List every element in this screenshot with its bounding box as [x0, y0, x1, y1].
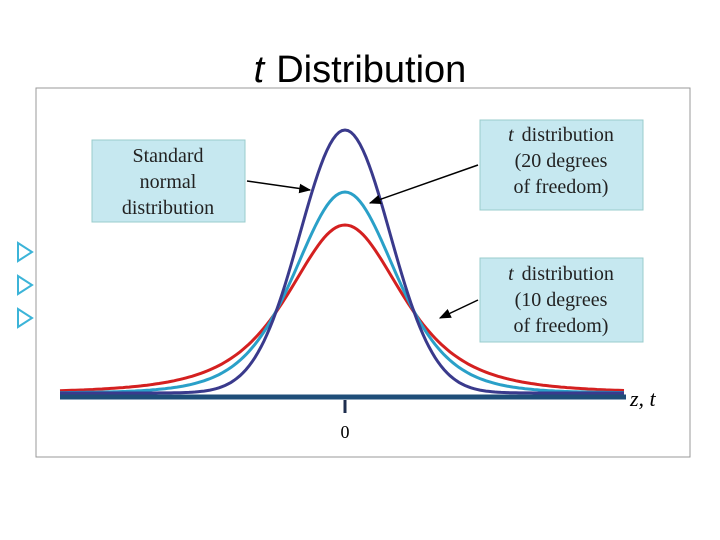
- curve: [59, 223, 625, 393]
- box-text: (10 degrees: [515, 289, 608, 311]
- box-text: t distribution: [508, 263, 614, 285]
- curves: [59, 128, 625, 395]
- italic-t: t: [508, 124, 514, 146]
- arrows: [246, 164, 479, 319]
- curve: [60, 190, 625, 395]
- tick-label: 0: [341, 422, 350, 442]
- box-text: of freedom): [514, 315, 609, 337]
- box: [479, 257, 644, 343]
- curve: [60, 128, 624, 395]
- line: distribution: [522, 124, 614, 146]
- line: distribution: [522, 263, 614, 285]
- box: [91, 139, 246, 223]
- box-text: of freedom): [514, 176, 609, 198]
- box-text: normal: [140, 171, 197, 193]
- box: [479, 119, 644, 211]
- box-text: t distribution: [508, 124, 614, 146]
- frame: [35, 87, 691, 458]
- axis-label: z, t: [629, 386, 657, 411]
- box-text: Standard: [132, 145, 203, 167]
- box-text: distribution: [122, 197, 214, 219]
- bullets: [17, 241, 34, 329]
- box-text: (20 degrees: [515, 150, 608, 172]
- title: t Distribution: [254, 49, 467, 91]
- italic-t: t: [508, 263, 514, 285]
